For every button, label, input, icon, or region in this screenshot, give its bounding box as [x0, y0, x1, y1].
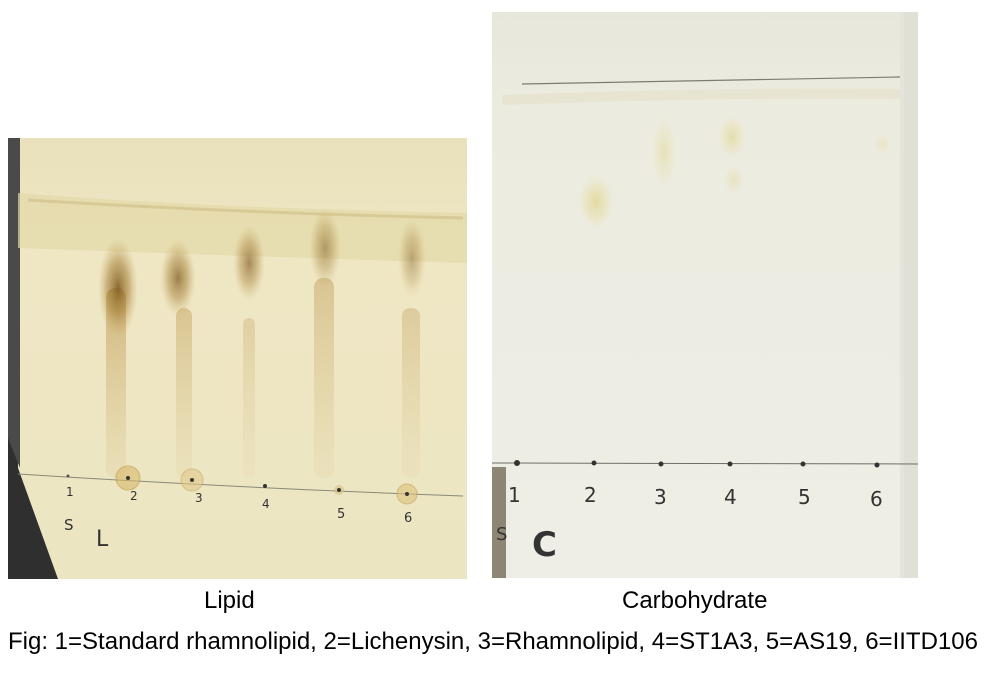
figure-caption: Fig: 1=Standard rhamnolipid, 2=Lichenysi…	[8, 628, 978, 655]
lipid-lane-3: 3	[195, 491, 203, 505]
carb-lane-3: 3	[654, 485, 667, 509]
carbohydrate-caption: Carbohydrate	[622, 587, 768, 614]
lipid-plate-label: L	[96, 527, 109, 552]
carb-lane-1: 1	[508, 483, 521, 507]
lipid-corner-mark: S	[64, 516, 74, 534]
lipid-tlc-plate: 1 2 3 4 5 6 S L	[8, 138, 467, 579]
carbohydrate-tlc-plate: 1 2 3 4 5 6 S C	[492, 12, 918, 578]
carb-lane-2: 2	[584, 483, 597, 507]
carb-lane-6: 6	[870, 487, 883, 511]
lipid-lane-4: 4	[262, 497, 270, 511]
lipid-lane-5: 5	[337, 507, 345, 522]
lipid-plate-image: 1 2 3 4 5 6 S L	[8, 138, 467, 579]
lipid-caption: Lipid	[204, 587, 255, 614]
carb-corner-mark: S	[496, 524, 507, 545]
lipid-lane-1: 1	[66, 485, 74, 499]
carb-lane-4: 4	[724, 485, 737, 509]
lipid-lane-2: 2	[130, 489, 138, 503]
carb-lane-5: 5	[798, 485, 811, 509]
carbohydrate-plate-image: 1 2 3 4 5 6 S C	[492, 12, 918, 578]
carb-plate-label: C	[532, 525, 557, 565]
lipid-lane-6: 6	[404, 511, 412, 526]
